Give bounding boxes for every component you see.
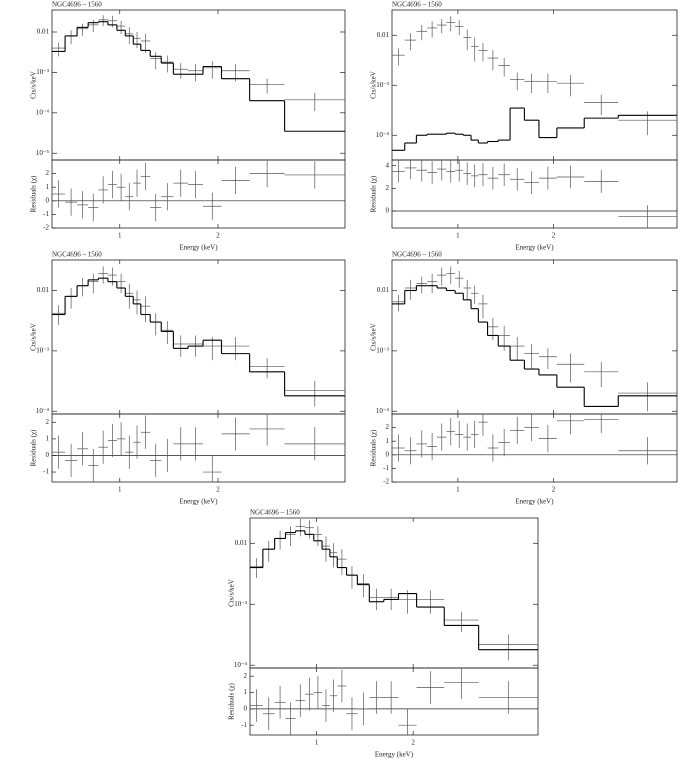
y-tick-label: 0.01 <box>37 286 50 294</box>
panel-title: NGC4696 – 1560 <box>392 251 442 259</box>
x-axis-label: Energy (keV) <box>515 498 554 506</box>
residual-tick-label: -2 <box>383 478 389 486</box>
y-tick-label: 10⁻³ <box>36 346 49 354</box>
x-tick-label: 1 <box>118 486 122 494</box>
residual-tick-label: 0 <box>46 196 50 204</box>
panel-title: NGC4696 – 1560 <box>250 509 300 517</box>
residual-tick-label: 1 <box>386 437 390 445</box>
residual-tick-label: 2 <box>46 169 50 177</box>
panel-title: NGC4696 – 1560 <box>52 1 102 9</box>
residual-tick-label: 2 <box>244 672 248 680</box>
spectrum-frame <box>391 259 678 415</box>
residual-tick-label: -1 <box>43 210 49 218</box>
x-tick-label: 1 <box>118 232 122 240</box>
y-tick-label: 0.01 <box>37 28 50 36</box>
y-axis-label: Cts/s/keV <box>370 71 378 99</box>
panel-title: NGC4696 – 1560 <box>52 251 102 259</box>
y-tick-label: 10⁻⁴ <box>376 407 390 415</box>
x-axis-label: Energy (keV) <box>515 244 554 252</box>
residual-frame <box>51 159 346 229</box>
residual-tick-label: 1 <box>46 183 50 191</box>
x-tick-label: 1 <box>315 739 319 747</box>
x-tick-label: 1 <box>456 486 460 494</box>
residual-axis-label: Residuals (χ) <box>30 175 38 212</box>
residual-axis-label: Residuals (χ) <box>370 175 378 212</box>
residual-frame <box>391 413 678 483</box>
panel-title: NGC4696 – 1560 <box>392 1 442 9</box>
residual-tick-label: -1 <box>383 464 389 472</box>
x-tick-label: 1 <box>456 232 460 240</box>
residual-tick-label: 4 <box>386 161 390 169</box>
x-axis-label: Energy (keV) <box>375 751 414 759</box>
residual-tick-label: 1 <box>244 688 248 696</box>
y-tick-label: 10⁻³ <box>376 346 389 354</box>
y-tick-label: 0.01 <box>377 286 390 294</box>
residual-tick-label: 2 <box>386 423 390 431</box>
y-tick-label: 10⁻⁵ <box>36 149 50 157</box>
residual-frame <box>391 159 678 229</box>
residual-frame <box>51 413 346 483</box>
x-tick-label: 2 <box>216 232 220 240</box>
spectrum-frame <box>391 9 678 161</box>
residual-tick-label: -2 <box>43 224 49 232</box>
y-tick-label: 10⁻³ <box>376 81 389 89</box>
y-tick-label: 0.01 <box>235 539 248 547</box>
y-tick-label: 10⁻⁴ <box>376 131 390 139</box>
x-tick-label: 2 <box>552 232 556 240</box>
residual-frame <box>249 667 539 736</box>
y-tick-label: 10⁻⁴ <box>36 108 50 116</box>
residual-axis-label: Residuals (χ) <box>370 429 378 466</box>
x-tick-label: 2 <box>216 486 220 494</box>
residual-axis-label: Residuals (χ) <box>30 429 38 466</box>
y-axis-label: Cts/s/keV <box>30 71 38 99</box>
y-axis-label: Cts/s/keV <box>370 323 378 351</box>
residual-tick-label: 0 <box>386 450 390 458</box>
x-axis-label: Energy (keV) <box>179 244 218 252</box>
x-tick-label: 2 <box>552 486 556 494</box>
residual-tick-label: 1 <box>46 434 50 442</box>
y-axis-label: Cts/s/keV <box>30 323 38 351</box>
residual-tick-label: 0 <box>386 207 390 215</box>
residual-tick-label: -1 <box>241 721 247 729</box>
spectrum-frame <box>249 517 539 669</box>
residual-tick-label: 2 <box>46 418 50 426</box>
residual-tick-label: 0 <box>46 451 50 459</box>
y-tick-label: 10⁻⁴ <box>234 661 248 669</box>
residual-axis-label: Residuals (χ) <box>228 682 236 719</box>
y-tick-label: 10⁻³ <box>234 600 247 608</box>
y-tick-label: 0.01 <box>377 31 390 39</box>
spectrum-frame <box>51 9 346 161</box>
y-tick-label: 10⁻⁴ <box>36 407 50 415</box>
y-tick-label: 10⁻³ <box>36 68 49 76</box>
y-axis-label: Cts/s/keV <box>228 579 236 607</box>
x-axis-label: Energy (keV) <box>179 498 218 506</box>
x-tick-label: 2 <box>411 739 415 747</box>
residual-tick-label: 0 <box>244 704 248 712</box>
residual-tick-label: 2 <box>386 184 390 192</box>
residual-tick-label: -1 <box>43 468 49 476</box>
